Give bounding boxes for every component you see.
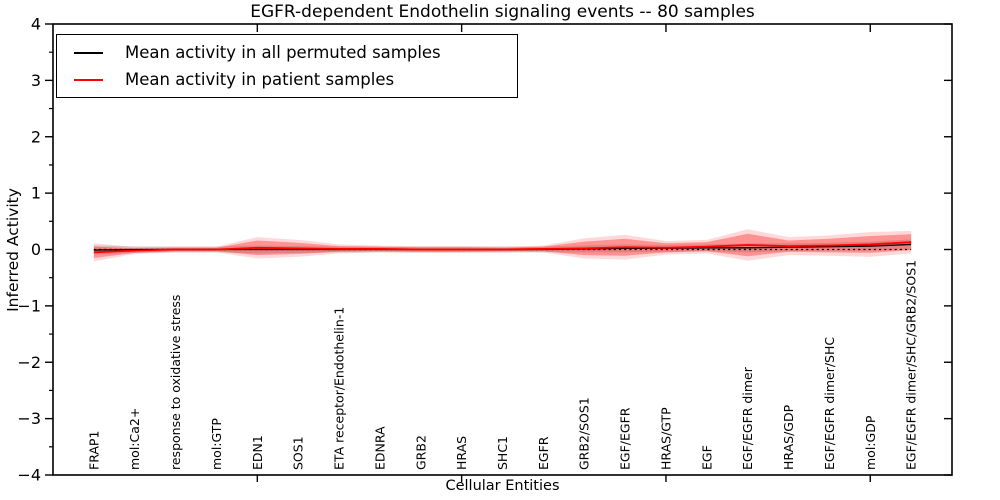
x-category-label: HRAS/GTP xyxy=(658,407,673,470)
x-category-label: GRB2/SOS1 xyxy=(577,397,592,470)
x-category-label: SOS1 xyxy=(291,436,306,470)
x-category-label: response to oxidative stress xyxy=(168,295,183,470)
legend: Mean activity in all permuted samples Me… xyxy=(56,34,518,98)
x-category-label: HRAS/GDP xyxy=(781,404,796,470)
x-category-label: ETA receptor/Endothelin-1 xyxy=(332,307,347,470)
legend-label-patient: Mean activity in patient samples xyxy=(125,70,395,89)
x-category-label: mol:Ca2+ xyxy=(127,408,142,470)
patient-std-band-outer xyxy=(93,229,912,262)
x-category-label: EGF/EGFR dimer/SHC/GRB2/SOS1 xyxy=(904,260,919,470)
x-category-label: EGF/EGFR dimer xyxy=(740,366,755,470)
y-tick-label: 4 xyxy=(31,15,41,34)
y-tick-label: −1 xyxy=(17,296,41,315)
x-category-label: SHC1 xyxy=(495,436,510,470)
legend-item-patient: Mean activity in patient samples xyxy=(57,70,517,89)
patient-mean-line xyxy=(93,241,912,254)
x-category-label: mol:GTP xyxy=(209,418,224,470)
legend-line-patient-icon xyxy=(74,78,103,81)
y-tick-label: 2 xyxy=(31,127,41,146)
x-category-label: HRAS xyxy=(454,436,469,470)
legend-line-permuted-icon xyxy=(74,51,103,54)
y-tick-label: 1 xyxy=(31,184,41,203)
x-category-label: EDN1 xyxy=(250,435,265,470)
x-category-label: GRB2 xyxy=(413,435,428,470)
x-category-label: EGF xyxy=(699,445,714,470)
y-tick-label: 0 xyxy=(31,240,41,259)
y-tick-label: −4 xyxy=(17,466,41,485)
patient-std-band-inner xyxy=(93,233,912,258)
x-category-label: mol:GDP xyxy=(863,415,878,470)
y-tick-label: −3 xyxy=(17,409,41,428)
y-tick-label: 3 xyxy=(31,71,41,90)
y-tick-label: −2 xyxy=(17,353,41,372)
x-category-label: EGF/EGFR xyxy=(618,407,633,470)
legend-label-permuted: Mean activity in all permuted samples xyxy=(125,43,441,62)
permuted-std-band xyxy=(93,239,912,255)
legend-item-permuted: Mean activity in all permuted samples xyxy=(57,43,517,62)
x-category-label: EDNRA xyxy=(372,426,387,470)
x-category-label: FRAP1 xyxy=(86,431,101,470)
x-category-label: EGFR xyxy=(536,436,551,470)
x-axis-label: Cellular Entities xyxy=(445,478,560,494)
chart-title: EGFR-dependent Endothelin signaling even… xyxy=(250,2,755,22)
x-category-label: EGF/EGFR dimer/SHC xyxy=(822,337,837,470)
